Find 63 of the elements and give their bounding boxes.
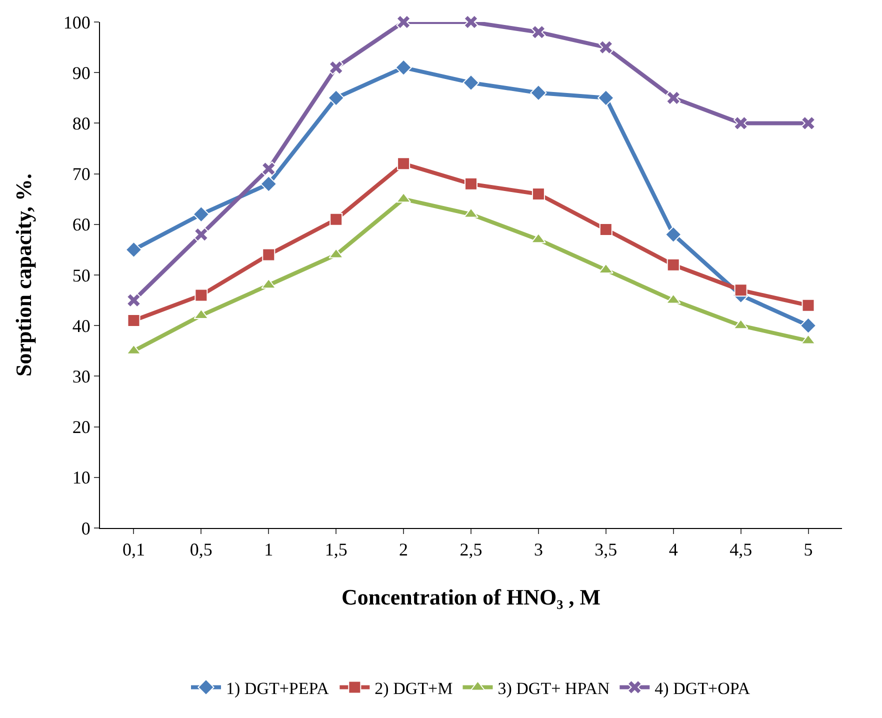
- point: [464, 177, 478, 190]
- point: [396, 14, 411, 30]
- x-tick-label: 2,5: [460, 540, 482, 560]
- x-tick-label: 2: [399, 540, 408, 560]
- point: [126, 293, 142, 308]
- y-tick-label: 90: [72, 62, 90, 83]
- point: [328, 60, 344, 75]
- legend-label: 1) DGT+PEPA: [226, 678, 330, 698]
- point: [330, 212, 343, 226]
- point: [531, 233, 546, 244]
- y-tick-label: 60: [72, 214, 90, 235]
- legend-label: 4) DGT+OPA: [654, 678, 751, 698]
- point: [800, 317, 817, 334]
- x-tick-label: 3: [534, 540, 543, 560]
- point: [464, 14, 478, 30]
- point: [328, 90, 344, 106]
- x-axis-title: Concentration of HNO₃ , M: [342, 584, 601, 610]
- point: [598, 40, 614, 55]
- point: [530, 84, 547, 102]
- point: [260, 176, 277, 192]
- point: [397, 157, 410, 170]
- point: [127, 314, 140, 328]
- y-tick-label: 0: [81, 518, 90, 538]
- point: [802, 298, 815, 312]
- point: [395, 59, 412, 76]
- legend-label: 2) DGT+M: [374, 678, 453, 698]
- point: [800, 116, 816, 130]
- point: [194, 227, 208, 242]
- y-tick-label: 80: [72, 114, 90, 134]
- x-tick-label: 3,5: [594, 540, 618, 560]
- point: [734, 284, 748, 297]
- point: [262, 248, 276, 262]
- point: [531, 24, 546, 40]
- point: [734, 116, 748, 130]
- x-tick-label: 1: [264, 540, 274, 560]
- point: [599, 222, 612, 236]
- y-tick-label: 40: [72, 316, 90, 336]
- point: [532, 188, 545, 201]
- legend-label: 3) DGT+ HPAN: [498, 678, 610, 698]
- point: [192, 206, 210, 223]
- x-tick-label: 0,1: [122, 540, 145, 560]
- point: [396, 192, 411, 203]
- point: [598, 90, 614, 106]
- x-tick-label: 0,5: [190, 540, 212, 560]
- y-tick-label: 50: [72, 265, 90, 286]
- x-tick-label: 4: [668, 540, 678, 560]
- y-tick-label: 70: [72, 164, 90, 184]
- point: [666, 90, 681, 106]
- y-tick-label: 10: [72, 468, 90, 488]
- y-tick-label: 100: [63, 12, 90, 32]
- x-tick-label: 5: [804, 540, 813, 560]
- x-tick-label: 4,5: [730, 540, 752, 560]
- point: [464, 208, 478, 218]
- y-tick-label: 20: [72, 417, 90, 438]
- y-tick-label: 30: [72, 366, 90, 386]
- point: [665, 226, 682, 243]
- point: [462, 74, 480, 92]
- point: [666, 258, 680, 272]
- y-axis-title: Sorption capacity, %.: [11, 174, 36, 376]
- point: [261, 161, 276, 176]
- point: [194, 288, 208, 302]
- point: [125, 241, 142, 258]
- x-tick-label: 1,5: [324, 540, 348, 560]
